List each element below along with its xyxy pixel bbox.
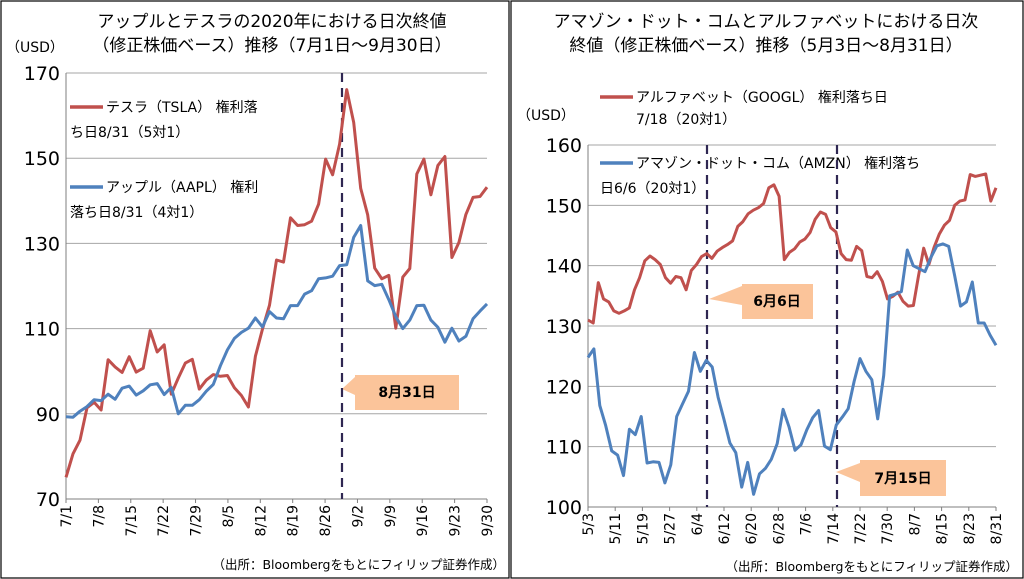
left-x-tick-label: 8/26 — [318, 505, 334, 537]
left-y-tick-label: 90 — [36, 404, 60, 426]
left-x-tick-label: 7/1 — [59, 505, 75, 528]
left-x-tick-label: 9/16 — [415, 505, 431, 537]
right-y-tick-label: 150 — [546, 195, 582, 217]
left-y-tick-label: 70 — [36, 489, 60, 511]
right-chart-title-line-2: 終値（修正株価ベース）推移（5月3日～8月31日） — [569, 36, 962, 56]
right-legend-amzn-line-1: アマゾン・ドット・コム（AMZN） 権利落ち — [636, 155, 920, 172]
right-x-tick-label: 7/14 — [826, 513, 842, 545]
left-callout-label: 8月31日 — [378, 385, 435, 401]
right-x-tick-label: 7/22 — [853, 513, 869, 544]
right-chart-title-line-1: アマゾン・ドット・コムとアルファベットにおける日次 — [554, 12, 979, 32]
right-callout-box-1 — [709, 284, 813, 319]
left-x-tick-label: 7/15 — [124, 505, 140, 536]
left-x-tick-label: 7/22 — [156, 505, 172, 536]
right-callout-box-2 — [836, 460, 946, 496]
right-legend-amzn-line-2: 日6/6（20対1） — [600, 181, 705, 197]
left-y-tick-label: 170 — [24, 63, 60, 85]
right-y-tick-label: 100 — [546, 497, 582, 519]
right-x-tick-label: 6/28 — [771, 513, 787, 544]
left-x-tick-label: 9/30 — [480, 505, 496, 536]
right-x-tick-label: 8/7 — [907, 513, 923, 536]
right-chart-marks — [586, 145, 998, 507]
right-x-tick-label: 7/6 — [799, 513, 815, 536]
left-series-line-a — [64, 88, 489, 478]
right-legend-googl-line-2: 7/18（20対1） — [636, 112, 736, 128]
right-callout-label-1: 6月6日 — [753, 294, 800, 310]
right-x-tick-label: 8/31 — [989, 513, 1005, 544]
left-x-tick-label: 9/9 — [383, 505, 399, 528]
right-legend-googl-line-1: アルファベット（GOOGL） 権利落ち日 — [636, 89, 888, 106]
left-x-tick-label: 8/19 — [286, 505, 302, 536]
right-x-tick-label: 6/12 — [717, 513, 733, 544]
left-x-tick-label: 7/8 — [91, 505, 107, 528]
right-x-tick-label: 5/27 — [663, 513, 679, 544]
right-y-tick-label: 130 — [546, 316, 582, 338]
left-chart-title-line-1: アップルとテスラの2020年における日次終値 — [97, 12, 446, 32]
left-x-tick-label: 9/2 — [350, 505, 366, 528]
right-x-tick-label: 7/30 — [880, 513, 896, 544]
left-callout-box — [342, 375, 459, 410]
left-y-tick-label: 110 — [24, 319, 60, 341]
left-x-tick-label: 9/23 — [448, 505, 464, 536]
right-series-line-b — [586, 242, 998, 496]
right-x-tick-label: 6/4 — [690, 513, 706, 536]
left-panel-border — [0, 0, 510, 579]
left-series-line-b — [65, 224, 489, 419]
left-x-tick-label: 7/29 — [189, 505, 205, 536]
left-x-tick-label: 8/5 — [221, 505, 237, 528]
left-chart-unit-label: （USD） — [6, 40, 64, 56]
right-callout-label-2: 7月15日 — [874, 471, 931, 487]
right-x-tick-label: 6/20 — [744, 513, 760, 544]
right-chart-gridlines: 100 110 120 130 140 150 160 5/3 5/11 5/19 5/27 6/4 6… — [546, 135, 1005, 544]
right-x-tick-label: 5/3 — [581, 513, 597, 536]
left-chart-title-line-2: （修正株価ベース）推移（7月1日～9月30日） — [92, 36, 451, 56]
right-y-tick-label: 110 — [546, 437, 582, 459]
right-x-tick-label: 5/11 — [608, 513, 624, 544]
right-y-tick-label: 140 — [546, 256, 582, 278]
left-legend-aapl-line-1: アップル（AAPL） 権利 — [106, 179, 258, 196]
left-y-tick-label: 130 — [24, 233, 60, 255]
right-chart-source-note: （出所：Bloombergをもとにフィリップ証券作成） — [725, 559, 1018, 574]
left-legend-tsla-line-2: ち日8/31（5対1） — [70, 125, 189, 141]
left-x-tick-label: 8/12 — [253, 505, 269, 536]
left-chart-gridlines: 70 90 110 130 150 170 7/1 7/8 7/15 7/22 7/29 8/5 8/1… — [24, 63, 496, 536]
right-x-tick-label: 8/15 — [935, 513, 951, 544]
right-y-tick-label: 120 — [546, 376, 582, 398]
left-legend-aapl-line-2: 落ち日8/31（4対1） — [70, 205, 203, 221]
right-panel-border — [510, 0, 1024, 579]
left-y-tick-label: 150 — [24, 148, 60, 170]
left-chart-source-note: （出所：Bloombergをもとにフィリップ証券作成） — [212, 557, 505, 572]
right-chart-unit-label: （USD） — [517, 108, 575, 124]
right-x-tick-label: 8/23 — [962, 513, 978, 544]
left-chart-marks — [64, 73, 489, 499]
left-legend-tsla-line-1: テスラ（TSLA） 権利落 — [106, 99, 258, 116]
right-y-tick-label: 160 — [546, 135, 582, 157]
right-x-tick-label: 5/19 — [635, 513, 651, 544]
